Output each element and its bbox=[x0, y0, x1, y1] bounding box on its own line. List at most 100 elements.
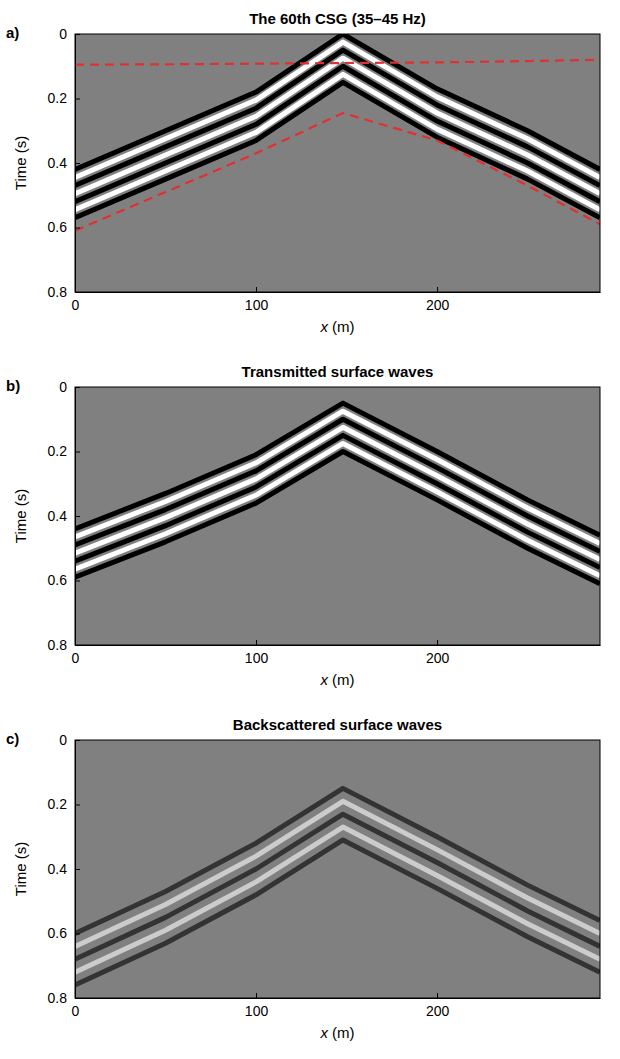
wavefront bbox=[75, 443, 600, 575]
tick-label: 0 bbox=[59, 732, 67, 748]
tick-label: 0.6 bbox=[48, 925, 68, 941]
tick-mark bbox=[75, 934, 80, 935]
tick: 0.8 bbox=[48, 990, 80, 1006]
tick-label: 0.2 bbox=[48, 443, 68, 459]
tick: 0 bbox=[59, 732, 80, 748]
axis-title: x (m) bbox=[319, 1024, 354, 1041]
tick-label: 0 bbox=[59, 379, 67, 395]
axis-title: x (m) bbox=[319, 318, 354, 335]
tick-label: 0.4 bbox=[48, 508, 68, 524]
y-axis: 0 0.2 0.4 0.6 0.8 bbox=[48, 732, 80, 1006]
panel: 0 100 200 0 0.2 0.4 0.6 0.8 Backscattered surfac… bbox=[6, 716, 601, 1041]
tick: 200 bbox=[426, 287, 450, 313]
tick-mark bbox=[75, 805, 80, 806]
tick-label: 200 bbox=[426, 1003, 450, 1019]
wavefront bbox=[75, 452, 600, 584]
panel-label: a) bbox=[6, 24, 19, 41]
wavefront bbox=[75, 74, 600, 209]
tick: 0.2 bbox=[48, 90, 80, 106]
tick-label: 0.6 bbox=[48, 572, 68, 588]
tick: 0.2 bbox=[48, 796, 80, 812]
tick-mark bbox=[75, 740, 80, 741]
background bbox=[75, 740, 600, 998]
tick: 0.6 bbox=[48, 219, 80, 235]
tick-label: 0.8 bbox=[48, 637, 68, 653]
tick-label: 100 bbox=[245, 297, 269, 313]
tick-mark bbox=[75, 645, 80, 646]
frame bbox=[75, 34, 600, 292]
tick-label: 0.8 bbox=[48, 284, 68, 300]
tick-mark bbox=[75, 516, 80, 517]
axis-line bbox=[76, 645, 601, 646]
tick-label: 100 bbox=[245, 1003, 269, 1019]
axis-title-part: (m) bbox=[328, 671, 355, 688]
y-axis: 0 0.2 0.4 0.6 0.8 bbox=[48, 26, 80, 300]
tick: 100 bbox=[245, 640, 269, 666]
plot-area bbox=[75, 387, 600, 645]
dashed-line bbox=[75, 60, 600, 65]
background bbox=[75, 34, 600, 292]
tick-label: 200 bbox=[426, 650, 450, 666]
panel-label: c) bbox=[6, 730, 19, 747]
y-axis: 0 0.2 0.4 0.6 0.8 bbox=[48, 379, 80, 653]
tick: 200 bbox=[426, 993, 450, 1019]
tick-mark bbox=[75, 34, 80, 35]
tick-mark bbox=[437, 287, 438, 292]
tick-label: 0.6 bbox=[48, 219, 68, 235]
tick: 0.2 bbox=[48, 443, 80, 459]
tick-label: 0.4 bbox=[48, 155, 68, 171]
tick: 0.4 bbox=[48, 155, 80, 171]
tick-mark bbox=[75, 452, 80, 453]
tick: 0.4 bbox=[48, 861, 80, 877]
tick-mark bbox=[75, 228, 80, 229]
plot-area bbox=[75, 34, 600, 292]
tick: 0 bbox=[59, 26, 80, 42]
tick-label: 0 bbox=[72, 297, 80, 313]
tick-mark bbox=[75, 387, 80, 388]
frame bbox=[75, 387, 600, 645]
panel-label: b) bbox=[6, 377, 20, 394]
tick-label: 200 bbox=[426, 297, 450, 313]
tick: 0.6 bbox=[48, 572, 80, 588]
axis-line bbox=[76, 292, 601, 293]
tick-label: 0 bbox=[72, 650, 80, 666]
dashed-line bbox=[75, 113, 600, 231]
tick-mark bbox=[75, 581, 80, 582]
x-axis: 0 100 200 bbox=[72, 640, 601, 666]
panel: 0 100 200 0 0.2 0.4 0.6 0.8 Transmitted surface … bbox=[6, 363, 601, 688]
tick-label: 0.2 bbox=[48, 796, 68, 812]
tick-mark bbox=[75, 163, 80, 164]
tick-label: 0.2 bbox=[48, 90, 68, 106]
title: Backscattered surface waves bbox=[233, 716, 442, 733]
tick-mark bbox=[256, 287, 257, 292]
wavefront bbox=[75, 82, 600, 217]
tick-mark bbox=[75, 998, 80, 999]
tick: 0.8 bbox=[48, 284, 80, 300]
axis-title-part: (m) bbox=[328, 1024, 355, 1041]
panel: 0 100 200 0 0.2 0.4 0.6 0.8 The 60th CSG (35–45 … bbox=[6, 10, 601, 335]
title: Transmitted surface waves bbox=[242, 363, 434, 380]
tick: 100 bbox=[245, 287, 269, 313]
axis-title: Time (s) bbox=[12, 136, 29, 190]
tick-label: 100 bbox=[245, 650, 269, 666]
axis-title: Time (s) bbox=[12, 489, 29, 543]
tick-mark bbox=[75, 292, 80, 293]
tick: 0.4 bbox=[48, 508, 80, 524]
figure: 0 100 200 0 0.2 0.4 0.6 0.8 The 60th CSG (35–45 … bbox=[0, 0, 620, 1059]
wavefront bbox=[75, 840, 600, 985]
axis-line bbox=[76, 998, 601, 999]
x-axis: 0100200 bbox=[72, 993, 601, 1019]
background bbox=[75, 387, 600, 645]
tick-label: 0.8 bbox=[48, 990, 68, 1006]
tick: 0.8 bbox=[48, 637, 80, 653]
title: The 60th CSG (35–45 Hz) bbox=[249, 10, 426, 27]
wavefront bbox=[75, 42, 600, 177]
tick: 200 bbox=[426, 640, 450, 666]
tick: 100 bbox=[245, 993, 269, 1019]
tick-mark bbox=[256, 640, 257, 645]
tick-mark bbox=[75, 99, 80, 100]
plot-area bbox=[75, 740, 600, 998]
axis-title: x (m) bbox=[319, 671, 354, 688]
tick-mark bbox=[75, 869, 80, 870]
tick-label: 0 bbox=[59, 26, 67, 42]
